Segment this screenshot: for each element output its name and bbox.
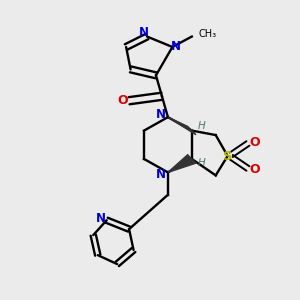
Polygon shape [168,155,196,172]
Text: N: N [156,168,166,181]
Text: N: N [156,108,166,121]
Text: N: N [171,40,181,53]
Text: CH₃: CH₃ [198,28,217,38]
Text: N: N [138,26,148,39]
Text: O: O [249,136,260,149]
Text: O: O [118,94,128,106]
Text: O: O [249,163,260,176]
Text: H: H [197,121,205,131]
Polygon shape [168,117,196,135]
Text: H: H [197,158,205,168]
Text: S: S [223,150,232,163]
Text: N: N [96,212,106,226]
